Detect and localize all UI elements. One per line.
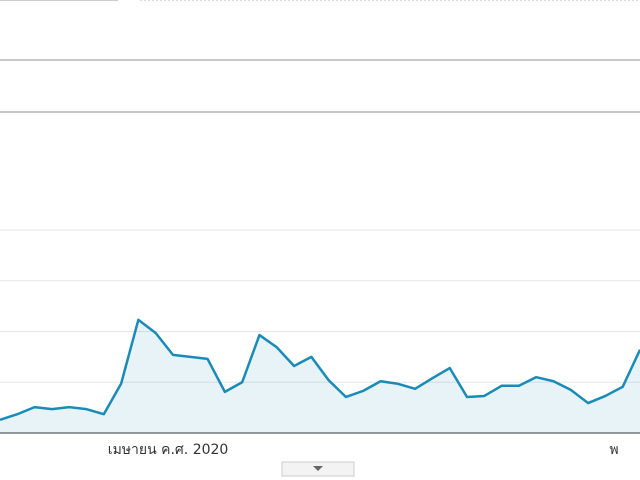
line — [0, 318, 640, 421]
x-tick-label: พ — [609, 442, 618, 458]
x-tick-label: เมษายน ค.ศ. 2020 — [108, 442, 229, 458]
button-arrow — [313, 466, 323, 471]
expand-button[interactable] — [281, 461, 355, 477]
area-fill — [0, 319, 640, 433]
